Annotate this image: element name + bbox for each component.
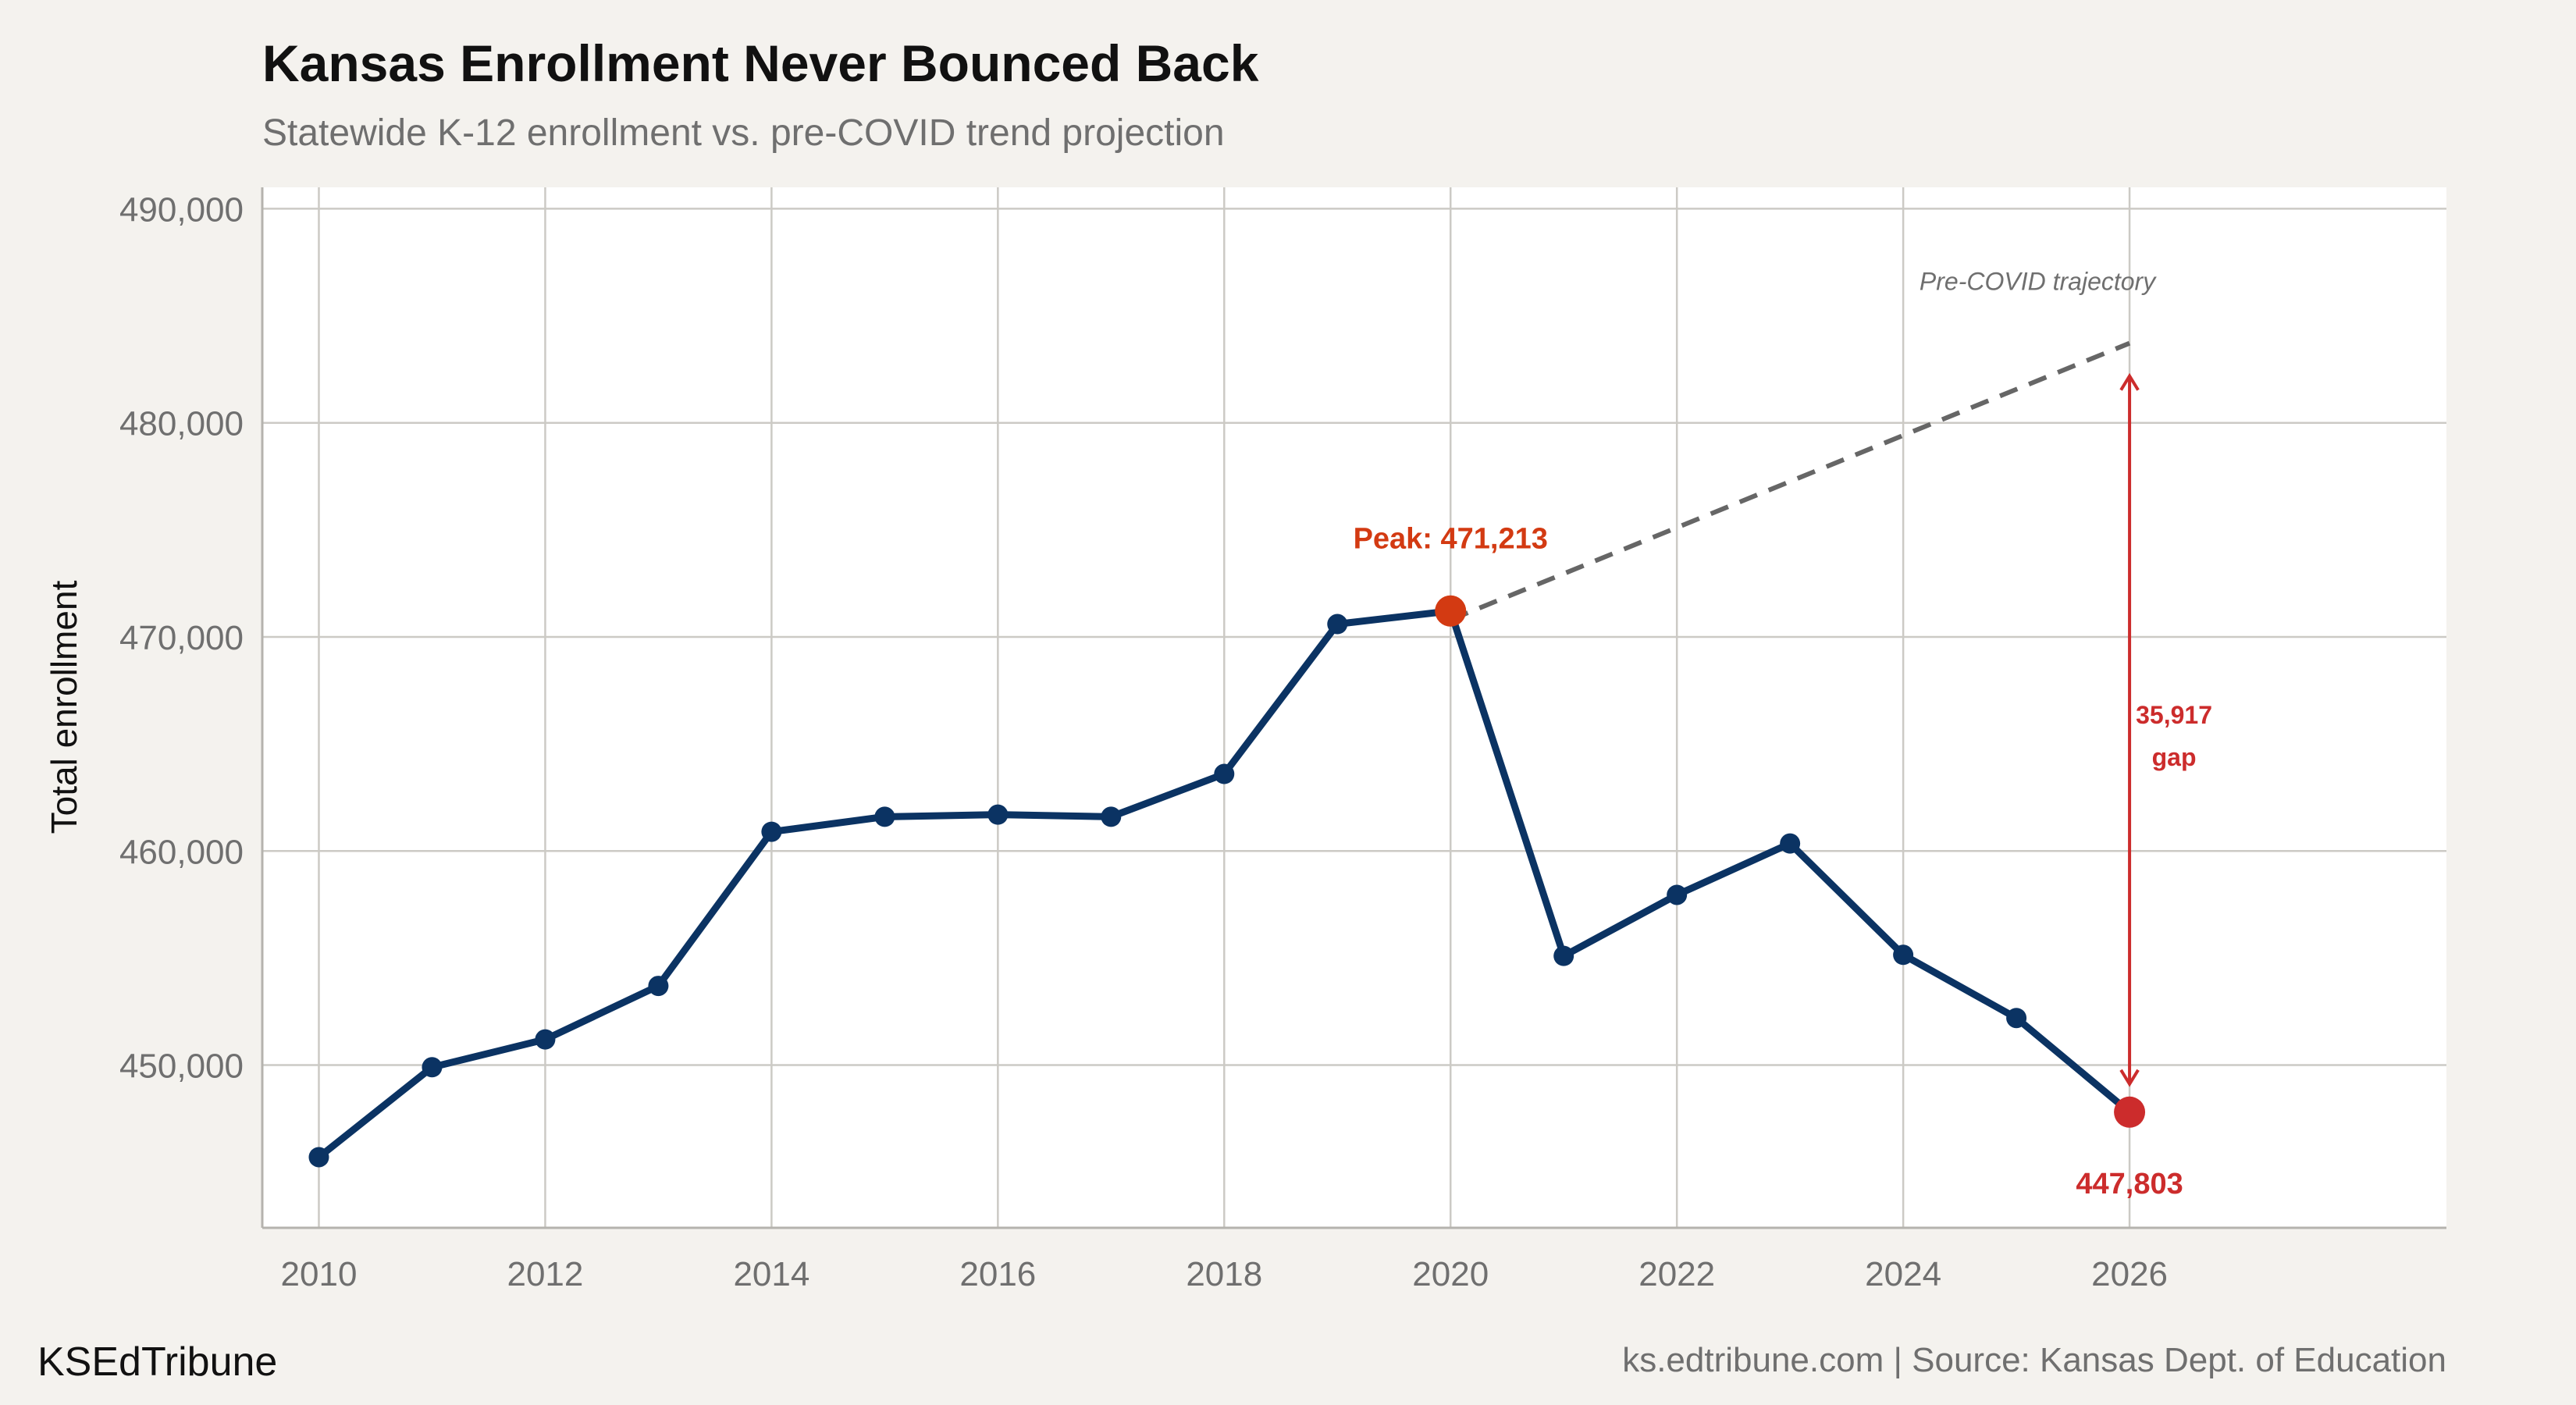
x-tick-label: 2018 — [1186, 1255, 1262, 1293]
footer-brand: KSEdTribune — [37, 1339, 277, 1385]
axes: 450,000 460,000 470,000 480,000 490,000 2010 2… — [119, 187, 2446, 1293]
data-point — [2006, 1008, 2027, 1029]
latest-point — [2114, 1096, 2146, 1128]
peak-label: Peak: 471,213 — [1354, 523, 1548, 556]
chart-subtitle: Statewide K-12 enrollment vs. pre-COVID … — [262, 112, 1225, 154]
y-axis-label: Total enrollment — [44, 580, 84, 834]
y-tick-label: 470,000 — [119, 619, 244, 657]
data-point — [761, 821, 782, 842]
data-point — [1780, 833, 1801, 854]
x-tick-label: 2014 — [733, 1255, 809, 1293]
gap-arrow-head-top — [2119, 372, 2140, 391]
plot-panel — [262, 187, 2446, 1228]
data-point — [1667, 884, 1688, 905]
data-point — [1214, 763, 1235, 784]
data-point — [987, 804, 1009, 825]
footer-source: ks.edtribune.com | Source: Kansas Dept. … — [1622, 1341, 2446, 1379]
data-point — [1553, 945, 1574, 966]
gap-word-label: gap — [2152, 743, 2197, 771]
y-tick-label: 490,000 — [119, 190, 244, 229]
data-point — [535, 1029, 556, 1050]
x-tick-label: 2022 — [1638, 1255, 1715, 1293]
data-point — [1101, 806, 1122, 827]
x-tick-label: 2026 — [2091, 1255, 2168, 1293]
trend-projection: Pre-COVID trajectory — [1450, 268, 2157, 622]
y-tick-label: 450,000 — [119, 1048, 244, 1086]
x-tick-label: 2020 — [1412, 1255, 1489, 1293]
data-point — [648, 976, 669, 997]
gridlines — [262, 187, 2446, 1228]
y-tick-label: 460,000 — [119, 833, 244, 871]
data-point — [1327, 614, 1348, 635]
data-point — [874, 806, 895, 827]
x-tick-label: 2010 — [281, 1255, 358, 1293]
x-tick-label: 2016 — [959, 1255, 1036, 1293]
data-point — [1893, 944, 1914, 966]
data-point — [308, 1147, 329, 1168]
trend-line — [1450, 340, 2131, 622]
gap-arrow-head-bottom — [2119, 1069, 2140, 1087]
x-tick-label: 2024 — [1865, 1255, 1941, 1293]
x-tick-label: 2012 — [507, 1255, 583, 1293]
gap-value-label: 35,917 — [2136, 701, 2212, 729]
y-tick-label: 480,000 — [119, 405, 244, 443]
data-point — [422, 1057, 443, 1078]
latest-label: 447,803 — [2076, 1168, 2183, 1200]
annotations: 35,917 gap Peak: 471,213 447,803 — [1354, 372, 2212, 1200]
trend-label: Pre-COVID trajectory — [1920, 268, 2157, 296]
chart-title: Kansas Enrollment Never Bounced Back — [262, 34, 1259, 92]
peak-point — [1435, 595, 1467, 627]
